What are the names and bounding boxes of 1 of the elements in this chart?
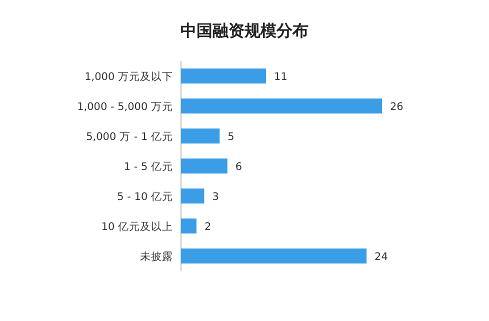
- title: 中国融资规模分布: [180, 21, 308, 40]
